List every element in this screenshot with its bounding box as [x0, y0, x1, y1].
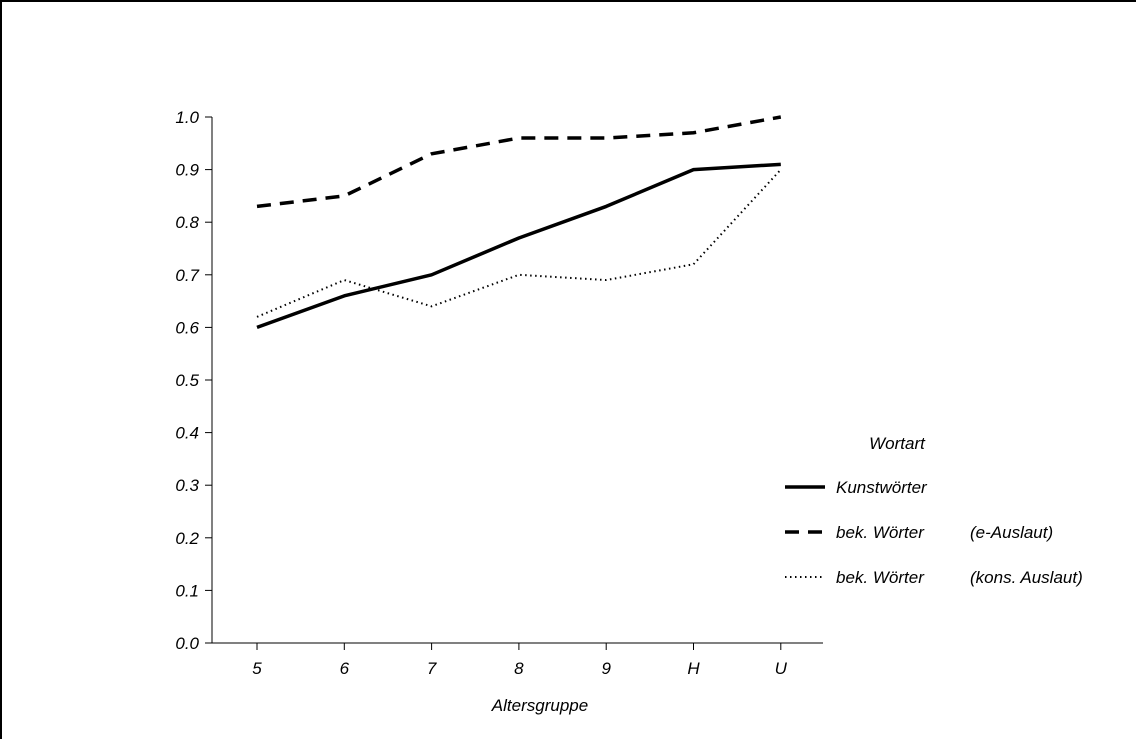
legend-note: (kons. Auslaut) — [970, 568, 1083, 587]
y-ticks: 0.0 0.1 0.2 0.3 0.4 0.5 0.6 0.7 0.8 0.9 1.0 — [175, 108, 212, 653]
x-axis-title: Altersgruppe — [491, 696, 588, 715]
legend-label: bek. Wörter — [836, 568, 925, 587]
y-tick-label: 0.5 — [175, 371, 199, 390]
legend-label: bek. Wörter — [836, 523, 925, 542]
x-tick-label: U — [775, 659, 788, 678]
y-tick-label: 0.8 — [175, 213, 199, 232]
y-tick-label: 0.2 — [175, 529, 199, 548]
legend-label: Kunstwörter — [836, 478, 928, 497]
legend-note: (e-Auslaut) — [970, 523, 1053, 542]
x-tick-label: 5 — [252, 659, 262, 678]
x-tick-label: 9 — [601, 659, 611, 678]
x-tick-label: 8 — [514, 659, 524, 678]
series-line-0 — [256, 162, 781, 330]
series-lines — [256, 115, 782, 330]
axes — [211, 117, 823, 644]
x-tick-label: 7 — [427, 659, 437, 678]
y-tick-label: 0.7 — [175, 266, 199, 285]
y-tick-label: 1.0 — [175, 108, 199, 127]
x-tick-label: 6 — [340, 659, 350, 678]
x-tick-label: H — [687, 659, 700, 678]
legend-title: Wortart — [869, 434, 926, 453]
x-ticks: 5 6 7 8 9 H U — [252, 643, 788, 678]
y-tick-label: 0.6 — [175, 318, 199, 337]
y-tick-label: 0.4 — [175, 424, 199, 443]
legend: Wortart Kunstwörter bek. Wörter (e-Auslaut… — [785, 434, 1083, 587]
y-tick-label: 0.1 — [175, 581, 199, 600]
y-tick-label: 0.9 — [175, 161, 199, 180]
series-line-1 — [256, 115, 782, 209]
y-tick-label: 0.0 — [175, 634, 199, 653]
y-tick-label: 0.3 — [175, 476, 199, 495]
series-line-2 — [256, 168, 782, 318]
